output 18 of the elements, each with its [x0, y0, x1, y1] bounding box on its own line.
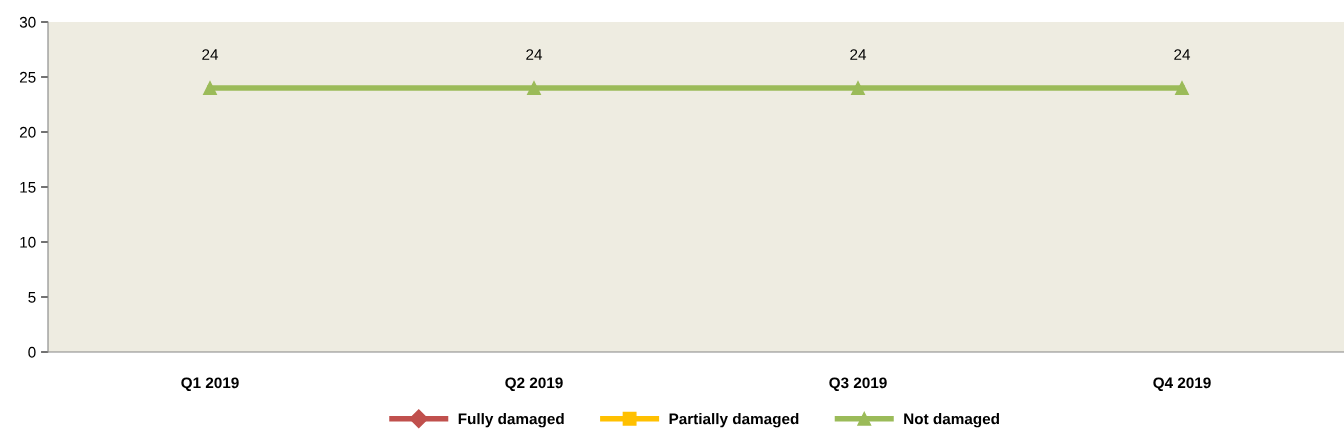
- y-tick-label: 15: [20, 182, 36, 193]
- x-tick-label: Q2 2019: [505, 377, 563, 392]
- x-tick-label: Q1 2019: [181, 377, 239, 392]
- y-tick-label: 5: [28, 292, 36, 303]
- y-tick-label: 30: [19, 16, 36, 28]
- y-tick-label: 20: [19, 126, 36, 138]
- legend-label: Not damaged: [904, 413, 999, 428]
- data-label: 24: [1174, 49, 1191, 60]
- data-label: 24: [526, 49, 543, 60]
- x-tick-label: Q4 2019: [1153, 377, 1211, 392]
- y-tick-label: 0: [28, 346, 36, 358]
- x-tick-label: Q3 2019: [829, 377, 887, 392]
- data-label: 24: [202, 49, 219, 60]
- y-tick-label: 10: [20, 236, 36, 248]
- legend-label: Partially damaged: [669, 413, 799, 428]
- data-label: 24: [850, 49, 867, 60]
- legend-label: Fully damaged: [458, 413, 564, 428]
- y-tick-label: 25: [19, 71, 36, 83]
